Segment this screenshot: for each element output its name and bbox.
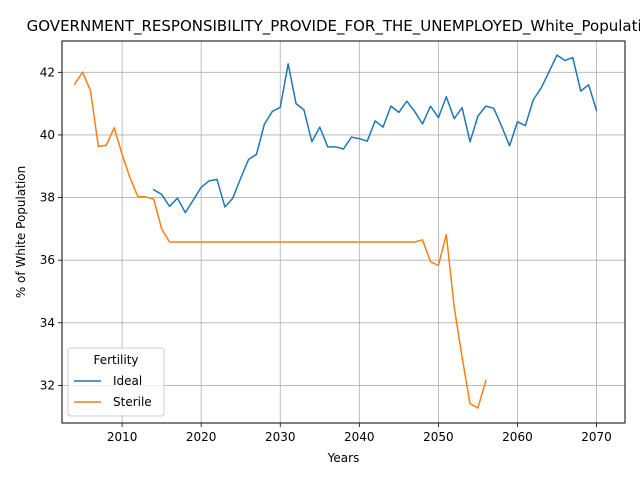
y-tick-label: 32 [40,378,55,392]
x-tick-label: 2070 [581,430,612,444]
legend-label-sterile: Sterile [113,395,152,409]
y-tick-label: 42 [40,65,55,79]
y-tick-label: 38 [40,191,55,205]
y-tick-label: 36 [40,253,55,267]
x-axis-ticks: 2010 2020 2030 2040 2050 2060 2070 [107,423,612,444]
series-line-ideal [152,54,598,214]
y-axis-ticks: 32 34 36 38 40 42 [40,65,62,392]
legend: Fertility Ideal Sterile [67,347,165,417]
y-tick-label: 34 [40,316,55,330]
legend-title: Fertility [93,353,138,367]
legend-box [67,347,165,417]
series-lines [73,54,598,409]
chart-title: GOVERNMENT_RESPONSIBILITY_PROVIDE_FOR_TH… [27,17,640,36]
x-tick-label: 2060 [502,430,533,444]
y-axis-label: % of White Population [14,166,28,298]
legend-label-ideal: Ideal [113,374,142,388]
x-tick-label: 2030 [265,430,296,444]
y-tick-label: 40 [40,128,55,142]
x-tick-label: 2020 [186,430,217,444]
x-tick-label: 2040 [344,430,375,444]
x-axis-label: Years [327,451,360,465]
x-tick-label: 2050 [423,430,454,444]
series-line-sterile [73,71,487,409]
x-tick-label: 2010 [107,430,138,444]
plot-frame [61,40,626,424]
